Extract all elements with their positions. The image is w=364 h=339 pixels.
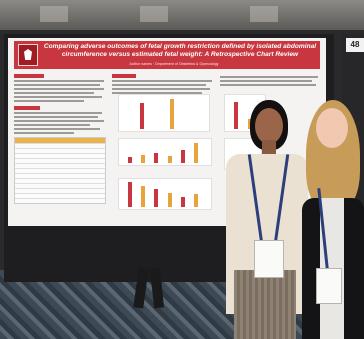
- results-table: [14, 137, 106, 204]
- bar-chart: [118, 94, 210, 132]
- ceiling-light: [250, 6, 278, 22]
- chart-bar: [168, 193, 172, 207]
- presenter-right: [302, 98, 364, 339]
- chart-bar: [154, 189, 158, 207]
- face: [255, 108, 283, 144]
- bar-chart: [118, 178, 212, 210]
- poster-column-conclusions: [220, 74, 320, 88]
- ceiling-light: [40, 6, 68, 22]
- section-heading-block: [14, 74, 44, 78]
- chart-bar: [234, 102, 238, 129]
- chart-bar: [141, 186, 145, 207]
- face: [316, 108, 348, 148]
- chart-bar: [181, 150, 185, 163]
- poster-authors: Author names · Department of Obstetrics …: [129, 62, 219, 66]
- chart-bar: [170, 99, 174, 129]
- presenter-left: [220, 100, 310, 339]
- poster-title-line1: Comparing adverse outcomes of fetal grow…: [43, 43, 317, 50]
- chart-bar: [168, 156, 172, 163]
- name-badge: [316, 268, 342, 304]
- shield-icon: [24, 49, 32, 60]
- plaid-trousers: [234, 270, 296, 339]
- poster-column-intro: [14, 74, 106, 204]
- booth-number: 48: [346, 38, 364, 52]
- chart-bar: [194, 194, 198, 207]
- chart-bar: [128, 157, 132, 163]
- ceiling-light: [140, 6, 168, 22]
- university-logo: [18, 44, 38, 66]
- section-heading-block: [14, 106, 40, 110]
- neck: [262, 140, 276, 154]
- background-person-legs: [132, 267, 168, 312]
- name-badge: [254, 240, 284, 278]
- chart-bar: [140, 103, 144, 129]
- bar-chart: [118, 138, 212, 166]
- poster-title: Comparing adverse outcomes of fetal grow…: [42, 43, 318, 59]
- chart-bar: [128, 182, 132, 207]
- poster-title-line2: circumference versus estimated fetal wei…: [61, 51, 299, 58]
- poster-title-banner: Comparing adverse outcomes of fetal grow…: [14, 41, 320, 69]
- chart-bar: [141, 155, 145, 163]
- chart-bar: [194, 143, 198, 163]
- section-heading-block: [112, 74, 136, 78]
- poster-column-results: [112, 74, 214, 96]
- chart-bar: [181, 197, 185, 207]
- ceiling: [0, 0, 364, 30]
- chart-bar: [154, 153, 158, 163]
